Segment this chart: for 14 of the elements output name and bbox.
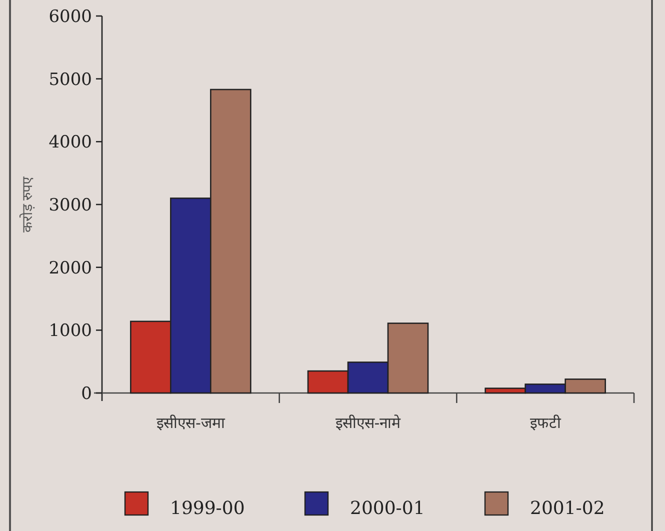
y-tick-label: 4000 (48, 132, 92, 153)
x-tick-label: इसीएस-नामे (335, 414, 402, 432)
y-tick-label: 3000 (48, 196, 92, 216)
y-axis-title: करोड़ रुपए (19, 176, 36, 233)
y-tick-label: 5000 (48, 70, 92, 90)
y-tick-label: 1000 (48, 321, 92, 342)
x-tick-label: इसीएस-जमा (156, 414, 226, 432)
legend-label: 2000-01 (350, 498, 425, 519)
legend-label: 1999-00 (170, 498, 245, 519)
x-tick-label: इफटी (530, 414, 562, 432)
y-tick-label: 0 (81, 384, 92, 404)
legend-label: 2001-02 (530, 498, 605, 519)
y-tick-label: 6000 (48, 7, 92, 27)
y-tick-label: 2000 (48, 258, 92, 278)
